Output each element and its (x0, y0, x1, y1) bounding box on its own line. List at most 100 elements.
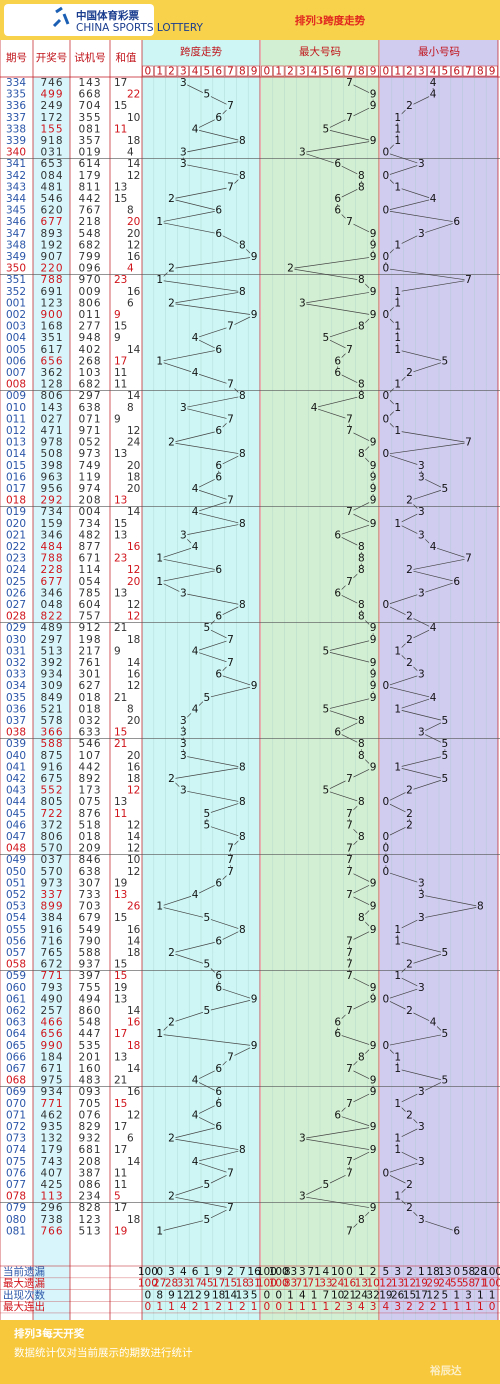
trend-point-bg (357, 832, 366, 842)
trend-value: 7 (227, 657, 234, 669)
stat-value: 1 (477, 1301, 484, 1313)
trend-point-bg (238, 832, 247, 842)
stat-value: 4 (383, 1301, 390, 1313)
sum: 21 (114, 1075, 127, 1087)
draw-number: 346 (40, 529, 63, 541)
trial-number: 627 (78, 680, 101, 692)
trend-point-bg (417, 669, 426, 680)
stat-value: 28 (474, 1266, 487, 1278)
trend-point-bg (155, 217, 164, 228)
trend-point-bg (214, 228, 223, 239)
trend-value: 9 (370, 901, 377, 913)
issue: 351 (6, 274, 26, 286)
trend-point-bg (357, 391, 366, 402)
trend-point-bg (214, 344, 223, 355)
trend-value: 7 (227, 379, 234, 391)
draw-number: 916 (40, 924, 63, 936)
issue: 006 (6, 355, 26, 367)
trend-value: 7 (227, 100, 234, 112)
trend-point-bg (393, 971, 402, 982)
trend-point-bg (417, 588, 426, 599)
draw-number: 793 (40, 982, 63, 994)
trend-point-bg (417, 982, 426, 993)
sum: 15 (114, 959, 127, 971)
trend-value: 7 (227, 634, 234, 646)
trend-point-bg (167, 1017, 176, 1028)
draw-number: 132 (40, 1133, 63, 1145)
draw-number: 168 (40, 321, 63, 333)
stat-value: 33 (319, 1278, 332, 1290)
trend-point-bg (345, 576, 354, 587)
draw-number: 513 (40, 645, 63, 657)
draw-number: 734 (40, 506, 63, 518)
trend-value: 7 (227, 866, 234, 878)
trend-point-bg (238, 1145, 247, 1156)
sum: 21 (114, 622, 127, 634)
trend-value: 2 (168, 263, 175, 275)
trend-value: 7 (465, 274, 472, 286)
trial-number: 268 (78, 355, 101, 367)
trend-point-bg (238, 136, 247, 146)
stat-value: 27 (153, 1278, 166, 1290)
digit-cell (439, 65, 451, 77)
stat-value: 21 (343, 1289, 356, 1301)
digit-cell (201, 65, 213, 77)
sum: 15 (114, 970, 127, 982)
trend-point-bg (226, 1168, 235, 1179)
stat-value: 17 (415, 1289, 428, 1301)
stat-value: 12 (177, 1289, 190, 1301)
trend-value: 1 (394, 402, 401, 414)
trend-value: 9 (370, 761, 377, 773)
trend-point-bg (298, 298, 307, 309)
trend-point-bg (357, 542, 366, 552)
draw-number: 172 (40, 112, 63, 124)
trend-value: 5 (323, 332, 330, 344)
trend-value: 8 (358, 170, 365, 182)
trend-point-bg (191, 124, 200, 135)
draw-number: 900 (40, 309, 63, 321)
stat-value: 8 (156, 1289, 163, 1301)
trend-point-bg (179, 785, 188, 796)
trend-value: 4 (430, 77, 437, 89)
trial-number: 301 (78, 669, 101, 681)
trend-value: 6 (215, 460, 222, 472)
issue: 342 (6, 170, 26, 182)
issue: 064 (6, 1028, 26, 1040)
trend-point-bg (191, 542, 200, 552)
trial-number: 107 (78, 750, 101, 762)
trial-number: 681 (78, 1144, 101, 1156)
trend-value: 6 (215, 425, 222, 437)
trend-point-bg (369, 658, 378, 668)
trend-point-bg (202, 820, 211, 831)
digit-header: 4 (311, 66, 318, 78)
trend-point-bg (405, 101, 414, 112)
sum: 12 (127, 611, 140, 623)
draw-number: 546 (40, 193, 63, 205)
trend-value: 7 (346, 506, 353, 518)
trial-number: 075 (78, 796, 101, 808)
issue: 002 (6, 309, 26, 321)
trend-point-bg (250, 252, 259, 262)
trial-number: 494 (78, 993, 101, 1005)
stat-value: 7 (239, 1266, 246, 1278)
trend-point-bg (167, 1191, 176, 1202)
trend-point-bg (357, 611, 366, 622)
trend-point-bg (214, 112, 223, 123)
trial-number: 638 (78, 866, 101, 878)
stat-value: 16 (247, 1266, 261, 1278)
sum: 17 (114, 355, 127, 367)
trend-point-bg (381, 252, 390, 262)
stat-value: 2 (215, 1301, 222, 1313)
trial-number: 357 (78, 135, 101, 147)
trial-number: 588 (78, 947, 101, 959)
trend-point-bg (405, 820, 414, 831)
trial-number: 638 (78, 402, 101, 414)
sum: 16 (127, 669, 141, 681)
trend-point-bg (405, 808, 414, 819)
trend-point-bg (345, 855, 354, 866)
issue: 010 (6, 402, 26, 414)
trend-point-bg (417, 1156, 426, 1167)
sum: 12 (127, 1109, 140, 1121)
sum: 21 (114, 692, 127, 704)
trend-value: 2 (168, 1017, 175, 1029)
